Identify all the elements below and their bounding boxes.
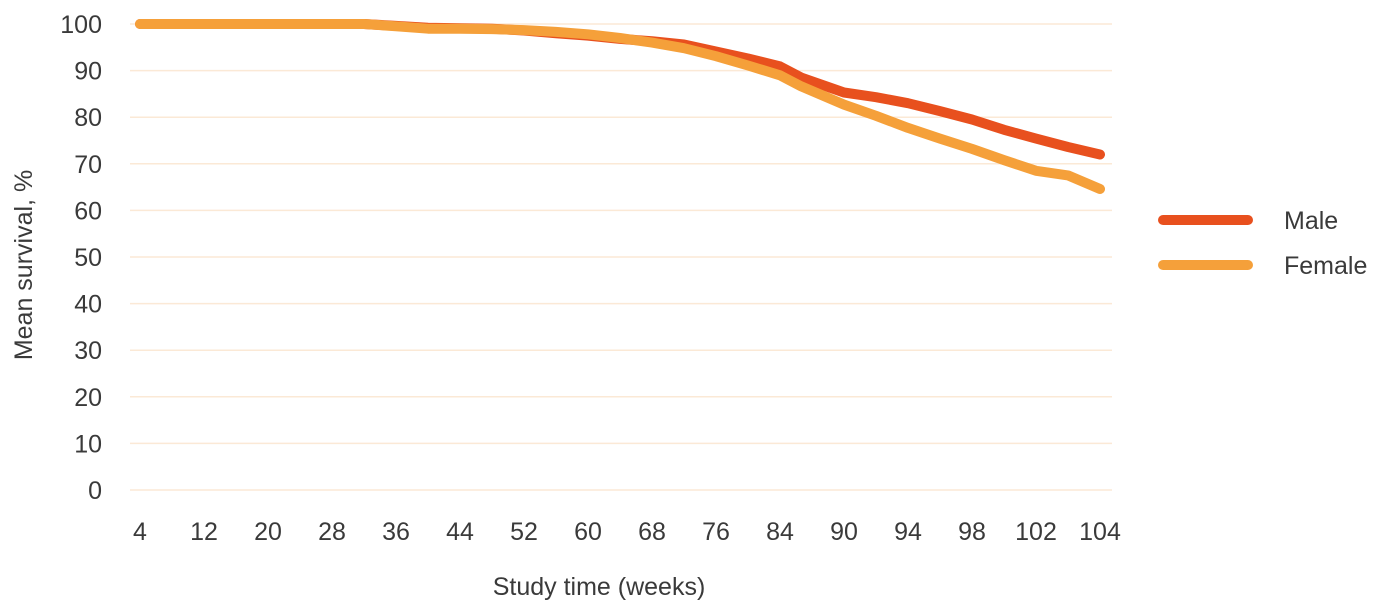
x-tick-label: 52 xyxy=(510,518,538,546)
legend-label-male: Male xyxy=(1284,207,1338,235)
series-line-male xyxy=(135,19,1105,160)
x-tick-label: 68 xyxy=(638,518,666,546)
y-tick-label: 50 xyxy=(74,244,102,272)
x-tick-label: 12 xyxy=(190,518,218,546)
legend: Male Female xyxy=(1158,207,1367,280)
x-tick-label: 76 xyxy=(702,518,730,546)
x-axis-tick-labels: 4 12 20 28 36 44 52 60 68 76 84 90 94 98 102 104 xyxy=(133,518,1121,546)
x-tick-label: 90 xyxy=(830,518,858,546)
y-tick-label: 40 xyxy=(74,291,102,319)
y-tick-label: 60 xyxy=(74,197,102,225)
x-tick-label: 94 xyxy=(894,518,922,546)
x-tick-label: 102 xyxy=(1015,518,1057,546)
x-axis-title: Study time (weeks) xyxy=(493,573,706,601)
series-lines xyxy=(135,19,1105,194)
y-tick-label: 80 xyxy=(74,104,102,132)
y-tick-label: 20 xyxy=(74,384,102,412)
x-tick-label: 104 xyxy=(1079,518,1121,546)
gridlines xyxy=(130,23,1112,491)
y-tick-label: 30 xyxy=(74,337,102,365)
x-tick-label: 4 xyxy=(133,518,147,546)
y-tick-label: 70 xyxy=(74,151,102,179)
x-tick-label: 20 xyxy=(254,518,282,546)
x-tick-label: 36 xyxy=(382,518,410,546)
x-tick-label: 44 xyxy=(446,518,474,546)
y-tick-label: 100 xyxy=(60,11,102,39)
series-line-female xyxy=(135,19,1105,194)
x-tick-label: 28 xyxy=(318,518,346,546)
x-tick-label: 84 xyxy=(766,518,794,546)
y-tick-label: 10 xyxy=(74,430,102,458)
y-tick-label: 0 xyxy=(88,477,102,505)
y-axis-title: Mean survival, % xyxy=(10,170,38,360)
x-tick-label: 60 xyxy=(574,518,602,546)
y-axis-tick-labels: 0 10 20 30 40 50 60 70 80 90 100 xyxy=(60,11,102,505)
y-tick-label: 90 xyxy=(74,58,102,86)
x-tick-label: 98 xyxy=(958,518,986,546)
legend-label-female: Female xyxy=(1284,252,1367,280)
